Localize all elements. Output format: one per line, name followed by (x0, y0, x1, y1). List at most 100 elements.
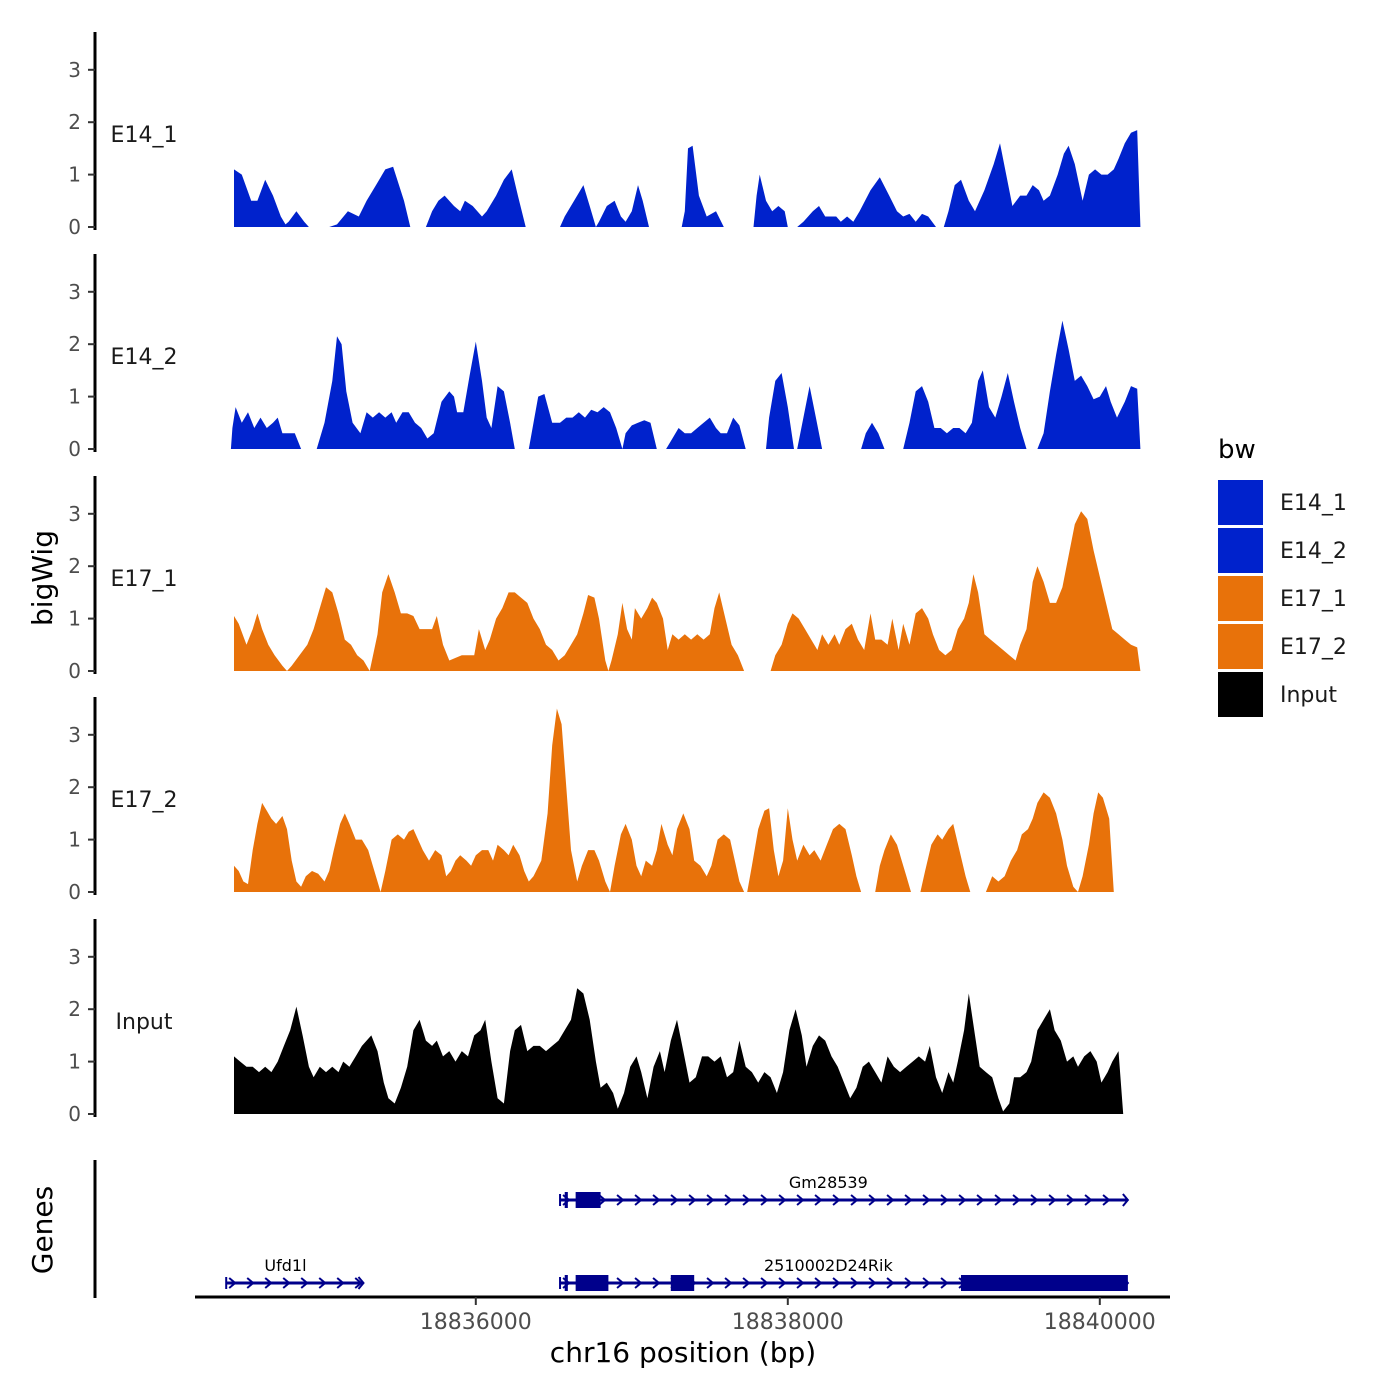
strand-chevron (706, 1194, 715, 1206)
exon-block (575, 1275, 609, 1291)
y-tick-label: 0 (68, 437, 81, 461)
track-label-E14_1: E14_1 (111, 123, 178, 148)
exon-block (575, 1192, 601, 1208)
strand-chevron (724, 1277, 733, 1289)
strand-chevron (724, 1194, 733, 1206)
y-axis-title: bigWig (26, 530, 59, 626)
y-tick-label: 1 (68, 385, 81, 409)
strand-chevron (832, 1194, 841, 1206)
legend-label-Input: Input (1280, 683, 1337, 708)
coverage-area-E14_1 (234, 130, 1141, 227)
strand-chevron (616, 1194, 625, 1206)
exon-block (564, 1275, 568, 1291)
strand-chevron (634, 1277, 643, 1289)
strand-chevron (742, 1277, 751, 1289)
y-tick-label: 3 (68, 502, 81, 526)
strand-chevron (868, 1277, 877, 1289)
y-tick-label: 2 (68, 554, 81, 578)
strand-chevron (246, 1277, 255, 1289)
strand-chevron (850, 1194, 859, 1206)
legend-label-E17_1: E17_1 (1280, 587, 1347, 612)
gene-Gm28539: Gm28539 (559, 1173, 1130, 1208)
genes-track-title: Genes (26, 1186, 59, 1274)
coverage-area-Input (234, 988, 1124, 1114)
y-tick-label: 2 (68, 997, 81, 1021)
strand-chevron (354, 1277, 363, 1289)
strand-chevron (318, 1277, 327, 1289)
strand-chevron (1102, 1194, 1111, 1206)
y-tick-label: 3 (68, 723, 81, 747)
tracks-layer: 0 1 2 3 E14_1 0 1 2 3 E14_2 0 1 2 3 E17_1 0 1 2 3 E17_2 0 1 2 3… (68, 32, 1141, 1126)
y-tick-label: 1 (68, 1050, 81, 1074)
legend: bw E14_1 E14_2 E17_1 E17_2 Input (1218, 435, 1347, 717)
legend-label-E17_2: E17_2 (1280, 635, 1347, 660)
track-label-E14_2: E14_2 (111, 345, 178, 370)
strand-chevron (706, 1277, 715, 1289)
track-label-Input: Input (116, 1010, 173, 1035)
coverage-area-E17_2 (234, 708, 1124, 892)
strand-chevron (1012, 1194, 1021, 1206)
strand-chevron (886, 1277, 895, 1289)
track-E14_2: 0 1 2 3 E14_2 (68, 254, 1141, 461)
strand-chevron (1084, 1194, 1093, 1206)
strand-chevron (832, 1277, 841, 1289)
y-tick-label: 2 (68, 110, 81, 134)
y-tick-label: 3 (68, 58, 81, 82)
x-axis-title: chr16 position (bp) (550, 1336, 816, 1369)
gene-2510002D24Rik: 2510002D24Rik (559, 1256, 1130, 1291)
strand-chevron (652, 1194, 661, 1206)
exon-block (564, 1192, 568, 1208)
legend-key-E17_1 (1218, 576, 1263, 621)
y-tick-label: 2 (68, 332, 81, 356)
gene-Ufd1l: Ufd1l (225, 1256, 365, 1290)
legend-key-E14_2 (1218, 528, 1263, 573)
strand-chevron (300, 1277, 309, 1289)
strand-chevron (904, 1277, 913, 1289)
legend-key-E14_1 (1218, 480, 1263, 525)
strand-chevron (904, 1194, 913, 1206)
strand-chevron (922, 1194, 931, 1206)
strand-chevron (760, 1194, 769, 1206)
strand-chevron (760, 1277, 769, 1289)
y-tick-label: 1 (68, 828, 81, 852)
strand-chevron (1030, 1194, 1039, 1206)
legend-label-E14_2: E14_2 (1280, 539, 1347, 564)
track-E17_1: 0 1 2 3 E17_1 (68, 476, 1141, 683)
track-E17_2: 0 1 2 3 E17_2 (68, 697, 1124, 904)
y-tick-label: 1 (68, 163, 81, 187)
strand-chevron (796, 1194, 805, 1206)
strand-chevron (922, 1277, 931, 1289)
strand-chevron (652, 1277, 661, 1289)
strand-chevron (850, 1277, 859, 1289)
x-tick-label: 18838000 (732, 1310, 844, 1335)
strand-chevron (886, 1194, 895, 1206)
track-Input: 0 1 2 3 Input (68, 919, 1124, 1126)
strand-chevron (796, 1277, 805, 1289)
strand-chevron (1066, 1194, 1075, 1206)
strand-chevron (868, 1194, 877, 1206)
legend-title: bw (1218, 435, 1256, 465)
strand-chevron (336, 1277, 345, 1289)
strand-chevron (814, 1277, 823, 1289)
exon-block (960, 1275, 1128, 1291)
strand-chevron (228, 1277, 237, 1289)
gene-label: Ufd1l (264, 1256, 306, 1275)
track-label-E17_2: E17_2 (111, 788, 178, 813)
strand-chevron (616, 1277, 625, 1289)
strand-chevron (994, 1194, 1003, 1206)
gene-label: Gm28539 (789, 1173, 868, 1192)
track-E14_1: 0 1 2 3 E14_1 (68, 32, 1141, 239)
y-tick-label: 1 (68, 607, 81, 631)
gene-end-arrow (1122, 1193, 1130, 1207)
x-tick-label: 18836000 (420, 1310, 532, 1335)
strand-chevron (742, 1194, 751, 1206)
y-tick-label: 0 (68, 215, 81, 239)
strand-chevron (282, 1277, 291, 1289)
strand-chevron (1048, 1194, 1057, 1206)
y-tick-label: 0 (68, 1102, 81, 1126)
y-tick-label: 3 (68, 280, 81, 304)
strand-chevron (976, 1194, 985, 1206)
gene-label: 2510002D24Rik (764, 1256, 894, 1275)
strand-chevron (958, 1194, 967, 1206)
